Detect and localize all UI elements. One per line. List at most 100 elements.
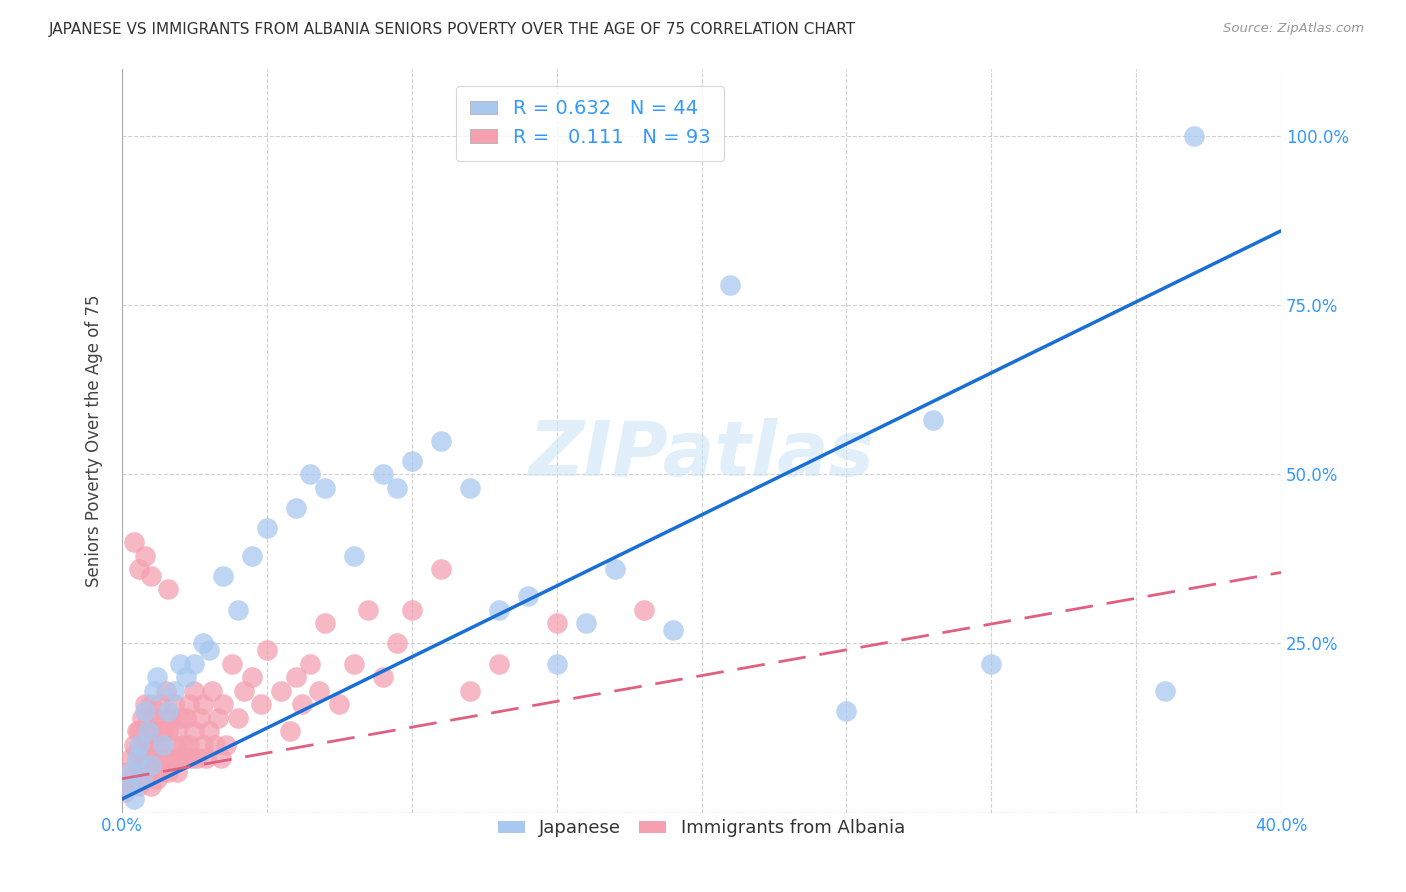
Point <box>488 657 510 671</box>
Text: Source: ZipAtlas.com: Source: ZipAtlas.com <box>1223 22 1364 36</box>
Point <box>193 738 215 752</box>
Point <box>308 683 330 698</box>
Point <box>516 589 538 603</box>
Point <box>157 704 180 718</box>
Point <box>204 738 226 752</box>
Point <box>575 616 598 631</box>
Point <box>270 683 292 698</box>
Point <box>212 698 235 712</box>
Point <box>128 738 150 752</box>
Point <box>155 711 177 725</box>
Point <box>195 751 218 765</box>
Y-axis label: Seniors Poverty Over the Age of 75: Seniors Poverty Over the Age of 75 <box>86 294 103 587</box>
Point <box>922 413 945 427</box>
Point <box>166 764 188 779</box>
Point <box>125 751 148 765</box>
Point <box>387 636 409 650</box>
Point <box>401 454 423 468</box>
Point <box>157 724 180 739</box>
Point <box>152 764 174 779</box>
Point <box>299 657 322 671</box>
Point <box>284 670 307 684</box>
Point <box>139 724 162 739</box>
Point <box>603 562 626 576</box>
Point <box>188 711 211 725</box>
Point <box>226 602 249 616</box>
Point <box>122 738 145 752</box>
Point <box>125 764 148 779</box>
Point <box>201 683 224 698</box>
Point <box>120 779 142 793</box>
Point <box>169 711 191 725</box>
Point <box>183 724 205 739</box>
Point <box>198 643 221 657</box>
Point <box>157 582 180 597</box>
Point <box>117 779 139 793</box>
Point <box>128 751 150 765</box>
Point <box>221 657 243 671</box>
Point <box>661 623 683 637</box>
Point <box>387 481 409 495</box>
Point <box>212 569 235 583</box>
Point <box>155 751 177 765</box>
Point <box>198 724 221 739</box>
Point <box>299 467 322 482</box>
Point <box>546 616 568 631</box>
Point <box>146 738 169 752</box>
Point <box>139 569 162 583</box>
Point <box>546 657 568 671</box>
Point <box>1182 129 1205 144</box>
Point <box>720 277 742 292</box>
Point <box>1154 683 1177 698</box>
Point <box>180 751 202 765</box>
Point <box>163 698 186 712</box>
Point <box>160 711 183 725</box>
Point <box>163 683 186 698</box>
Point <box>160 751 183 765</box>
Point <box>134 549 156 563</box>
Point <box>136 738 159 752</box>
Point <box>142 738 165 752</box>
Point <box>314 481 336 495</box>
Point <box>291 698 314 712</box>
Point <box>149 724 172 739</box>
Point <box>177 738 200 752</box>
Point <box>142 711 165 725</box>
Point <box>174 670 197 684</box>
Point <box>193 698 215 712</box>
Point <box>122 792 145 806</box>
Point <box>146 670 169 684</box>
Point <box>193 636 215 650</box>
Point <box>284 501 307 516</box>
Point <box>250 698 273 712</box>
Point <box>128 779 150 793</box>
Point <box>215 738 238 752</box>
Text: JAPANESE VS IMMIGRANTS FROM ALBANIA SENIORS POVERTY OVER THE AGE OF 75 CORRELATI: JAPANESE VS IMMIGRANTS FROM ALBANIA SENI… <box>49 22 856 37</box>
Point <box>172 738 194 752</box>
Point <box>357 602 380 616</box>
Point <box>136 724 159 739</box>
Point <box>120 751 142 765</box>
Point <box>131 772 153 786</box>
Point <box>232 683 254 698</box>
Point <box>134 751 156 765</box>
Point <box>429 562 451 576</box>
Point <box>122 772 145 786</box>
Point <box>136 758 159 772</box>
Point <box>131 764 153 779</box>
Point <box>149 751 172 765</box>
Point <box>458 683 481 698</box>
Point <box>169 751 191 765</box>
Point <box>117 764 139 779</box>
Point <box>242 549 264 563</box>
Point <box>371 467 394 482</box>
Point <box>131 711 153 725</box>
Point <box>152 724 174 739</box>
Point <box>155 683 177 698</box>
Point <box>128 562 150 576</box>
Point <box>163 738 186 752</box>
Point <box>120 764 142 779</box>
Point <box>114 785 136 799</box>
Point <box>174 711 197 725</box>
Point <box>226 711 249 725</box>
